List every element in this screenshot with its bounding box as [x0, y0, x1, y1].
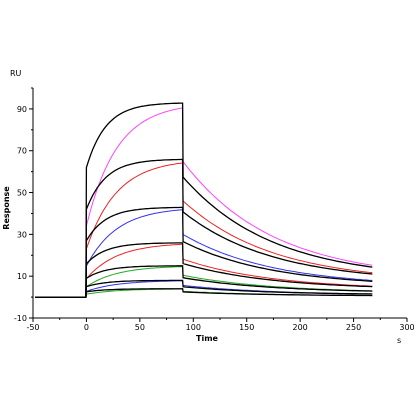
measured-curve-3	[35, 206, 373, 298]
measured-curve-7	[35, 288, 373, 298]
x-tick-label: 0	[84, 323, 89, 332]
y-unit-label: RU	[10, 69, 22, 78]
y-tick-label: 30	[17, 230, 27, 239]
x-tick-label: 200	[293, 323, 308, 332]
x-axis-title: Time	[196, 334, 219, 343]
x-unit-label: s	[397, 336, 401, 345]
y-tick-label: 70	[17, 147, 27, 156]
x-tick-label: 50	[135, 323, 145, 332]
measured-curve-6	[35, 279, 373, 298]
fit-curve-2	[35, 162, 373, 298]
curves	[35, 102, 373, 298]
x-tick-label: 300	[399, 323, 414, 332]
x-tick-label: -50	[26, 323, 39, 332]
x-ticks: -50 0 50 100 150 200 250 300	[26, 318, 415, 332]
y-ticks: -10 10 30 50 70 90	[14, 87, 33, 323]
y-axis-title: Response	[2, 186, 11, 230]
x-tick-label: 250	[346, 323, 361, 332]
fit-curve-4	[35, 243, 373, 298]
y-tick-label: 10	[17, 272, 27, 281]
x-tick-label: 150	[239, 323, 254, 332]
fit-curve-3	[35, 209, 373, 298]
x-tick-label: 100	[186, 323, 201, 332]
measured-curve-1	[35, 102, 373, 298]
y-tick-label: 90	[17, 105, 27, 114]
y-tick-label: -10	[14, 314, 27, 323]
measured-curve-5	[35, 265, 373, 298]
y-tick-label: 50	[17, 189, 27, 198]
fit-curve-1	[35, 107, 373, 298]
measured-curve-2	[35, 158, 373, 298]
measured-curve-4	[35, 242, 373, 298]
